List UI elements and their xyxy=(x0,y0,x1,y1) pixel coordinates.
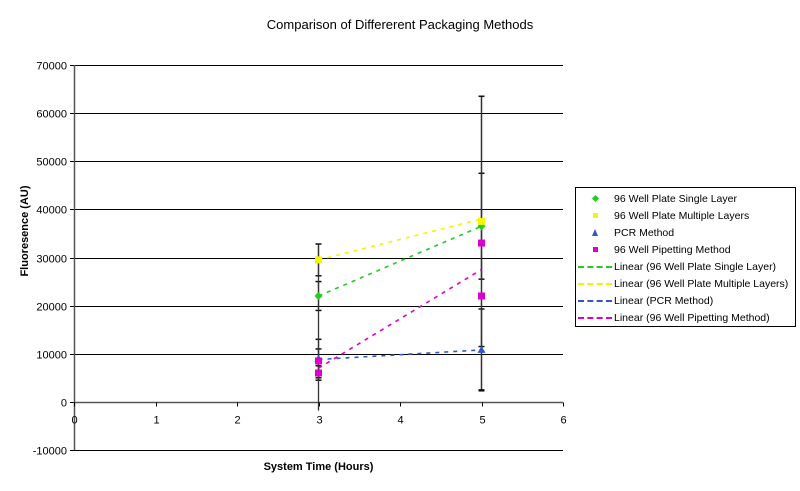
square-marker-icon xyxy=(576,207,614,224)
legend: 96 Well Plate Single Layer 96 Well Plate… xyxy=(575,187,796,327)
legend-item-single-layer: 96 Well Plate Single Layer xyxy=(576,190,737,207)
legend-item-multiple-layers: 96 Well Plate Multiple Layers xyxy=(576,207,749,224)
legend-item-pcr-method: PCR Method xyxy=(576,224,674,241)
chart-title: Comparison of Differerent Packaging Meth… xyxy=(266,17,534,32)
legend-item-pipetting-method: 96 Well Pipetting Method xyxy=(576,241,731,258)
svg-text:20000: 20000 xyxy=(36,302,67,314)
x-tick-labels: 0 1 2 3 4 5 6 xyxy=(71,415,566,427)
svg-text:50000: 50000 xyxy=(36,157,67,169)
svg-text:2: 2 xyxy=(234,415,240,427)
legend-item-linear-pipetting-method: Linear (96 Well Pipetting Method) xyxy=(576,309,770,326)
svg-text:60000: 60000 xyxy=(36,109,67,121)
legend-item-linear-single-layer: Linear (96 Well Plate Single Layer) xyxy=(576,258,776,275)
svg-text:0: 0 xyxy=(71,415,77,427)
svg-text:70000: 70000 xyxy=(36,61,67,73)
triangle-marker-icon xyxy=(576,224,614,241)
svg-text:10000: 10000 xyxy=(36,350,67,362)
dashed-line-icon xyxy=(576,292,614,309)
svg-text:40000: 40000 xyxy=(36,205,67,217)
diamond-marker-icon xyxy=(576,190,614,207)
square-marker-icon xyxy=(576,241,614,258)
svg-text:-10000: -10000 xyxy=(33,446,67,458)
legend-item-linear-multiple-layers: Linear (96 Well Plate Multiple Layers) xyxy=(576,275,788,292)
svg-text:6: 6 xyxy=(560,415,566,427)
error-bars xyxy=(315,95,485,411)
dashed-line-icon xyxy=(576,309,614,326)
dashed-line-icon xyxy=(576,258,614,275)
data-markers xyxy=(314,217,486,377)
svg-text:30000: 30000 xyxy=(36,254,67,266)
dashed-line-icon xyxy=(576,275,614,292)
svg-text:1: 1 xyxy=(153,415,159,427)
legend-item-linear-pcr-method: Linear (PCR Method) xyxy=(576,292,713,309)
svg-text:0: 0 xyxy=(61,398,67,410)
svg-text:3: 3 xyxy=(316,415,322,427)
y-tick-labels: 70000 60000 50000 40000 30000 20000 10000 0 -100… xyxy=(33,61,67,458)
trendlines xyxy=(318,218,482,369)
x-axis-label: System Time (Hours) xyxy=(263,461,374,473)
svg-text:4: 4 xyxy=(397,415,403,427)
svg-text:5: 5 xyxy=(479,415,485,427)
